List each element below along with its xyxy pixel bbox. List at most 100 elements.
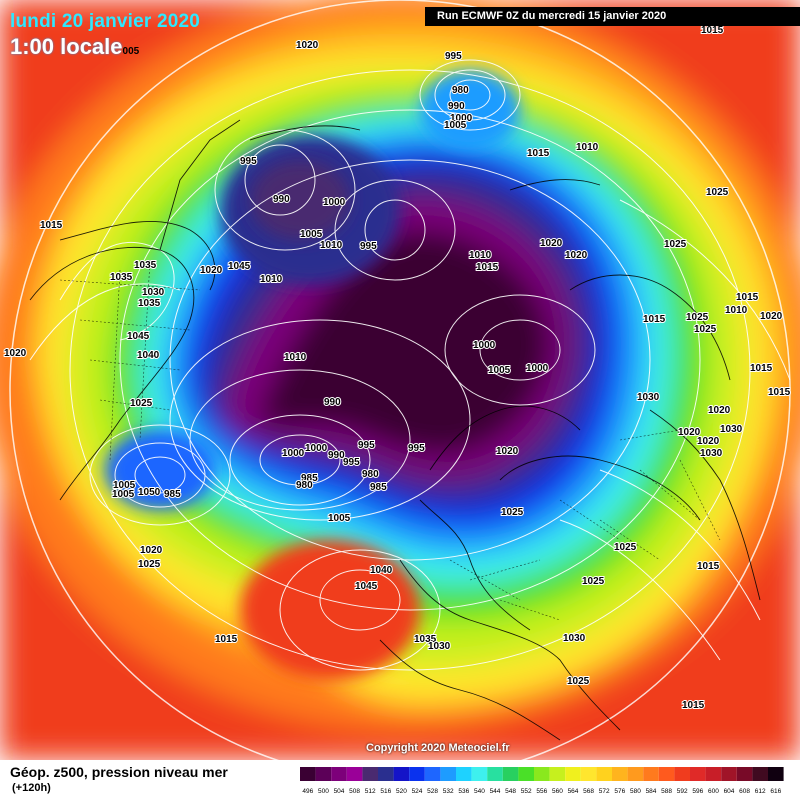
legend-swatch — [346, 767, 363, 781]
legend-swatch — [690, 767, 706, 781]
legend-tick-label: 616 — [770, 788, 781, 795]
pressure-label: 1025 — [614, 542, 637, 553]
pressure-label: 1030 — [142, 287, 165, 298]
pressure-label: 1030 — [720, 424, 743, 435]
pressure-label: 980 — [452, 85, 469, 96]
pressure-label: 1005 — [300, 229, 323, 240]
borders — [59, 259, 721, 621]
legend-tick-label: 572 — [599, 788, 610, 795]
pressure-label: 1005 — [328, 513, 351, 524]
pressure-label: 985 — [164, 489, 181, 500]
pressure-label: 1000 — [526, 363, 549, 374]
legend-swatch — [768, 767, 784, 781]
pressure-label: 1010 — [260, 274, 283, 285]
legend-tick-label: 560 — [552, 788, 563, 795]
map-footer: Géop. z500, pression niveau mer (+120h) … — [0, 760, 800, 800]
legend-swatch — [331, 767, 347, 781]
legend-swatch — [378, 767, 394, 781]
pressure-label: 1010 — [320, 240, 343, 251]
legend-swatch — [627, 767, 644, 781]
pressure-label: 1040 — [370, 565, 393, 576]
weather-map: 995 1020 980 990 1000 1005 1010 1015 995… — [0, 0, 800, 760]
legend-swatch — [596, 767, 612, 781]
pressure-label: 1020 — [296, 40, 319, 51]
pressure-label: 1030 — [563, 633, 586, 644]
legend-swatch — [612, 767, 628, 781]
legend-swatch — [456, 767, 472, 781]
pressure-label: 1015 — [527, 148, 550, 159]
legend-tick-label: 496 — [302, 788, 313, 795]
pressure-label: 1025 — [501, 507, 524, 518]
legend-tick-label: 504 — [334, 788, 345, 795]
legend-swatch — [502, 767, 519, 781]
legend-swatch — [565, 767, 581, 781]
pressure-label: 985 — [301, 473, 318, 484]
legend-swatch — [705, 767, 722, 781]
pressure-label: 1045 — [228, 261, 251, 272]
legend-tick-label: 508 — [349, 788, 360, 795]
legend-tick-label: 612 — [755, 788, 766, 795]
pressure-label: 1015 — [768, 387, 791, 398]
legend-tick-label: 536 — [458, 788, 469, 795]
pressure-label: 1035 — [138, 298, 161, 309]
pressure-label: 1010 — [284, 352, 307, 363]
pressure-label: 1005 — [113, 480, 136, 491]
legend-swatch — [534, 767, 550, 781]
pressure-label: 990 — [328, 450, 345, 461]
pressure-label: 1005 — [444, 120, 467, 131]
legend-swatch — [362, 767, 378, 781]
pressure-label: 1030 — [637, 392, 660, 403]
pressure-label: 1000 — [305, 443, 328, 454]
pressure-label: 1010 — [576, 142, 599, 153]
legend-tick-label: 540 — [474, 788, 485, 795]
pressure-label: 1005 — [112, 489, 135, 500]
pressure-label: 990 — [448, 101, 465, 112]
legend-tick-label: 588 — [661, 788, 672, 795]
legend-tick-label: 568 — [583, 788, 594, 795]
pressure-label: 1020 — [565, 250, 588, 261]
pressure-label: 1000 — [473, 340, 496, 351]
pressure-label: 1045 — [355, 581, 378, 592]
pressure-label: 1035 — [134, 260, 157, 271]
coastlines — [29, 119, 761, 741]
legend-tick-label: 584 — [646, 788, 657, 795]
pressure-label: 1000 — [282, 448, 305, 459]
legend-swatch — [315, 767, 332, 781]
pressure-label: 1015 — [215, 634, 238, 645]
legend-swatch — [471, 767, 488, 781]
pressure-label: 1050 — [138, 487, 161, 498]
pressure-label: 1000 — [450, 113, 473, 124]
pressure-label: 1015 — [40, 220, 63, 231]
pressure-label: 1025 — [130, 398, 153, 409]
pressure-label: 1025 — [567, 676, 590, 687]
legend-tick-label: 556 — [536, 788, 547, 795]
pressure-label: 1020 — [496, 446, 519, 457]
pressure-label: 1000 — [323, 197, 346, 208]
legend-swatch — [752, 767, 768, 781]
legend-swatch — [643, 767, 659, 781]
pressure-label: 1015 — [697, 561, 720, 572]
pressure-label: 1020 — [678, 427, 701, 438]
legend-tick-label: 604 — [724, 788, 735, 795]
legend-tick-label: 520 — [396, 788, 407, 795]
map-title: Géop. z500, pression niveau mer — [10, 764, 228, 780]
legend-tick-label: 576 — [614, 788, 625, 795]
legend-tick-label: 528 — [427, 788, 438, 795]
pressure-label: 1040 — [137, 350, 160, 361]
forecast-time: 1:00 locale005 — [10, 34, 139, 60]
pressure-label: 995 — [343, 457, 360, 468]
legend-swatch — [300, 767, 316, 781]
legend-tick-label: 592 — [677, 788, 688, 795]
legend-swatch — [549, 767, 566, 781]
pressure-label: 1035 — [110, 272, 133, 283]
pressure-label: 1025 — [686, 312, 709, 323]
pressure-label: 1025 — [694, 324, 717, 335]
model-run-label: Run ECMWF 0Z du mercredi 15 janvier 2020 — [425, 7, 800, 26]
colour-legend: 496 500 504 508 512 516 520 524 528 532 536 540 544 5… — [300, 767, 784, 795]
pressure-label: 1020 — [4, 348, 27, 359]
legend-swatch — [736, 767, 753, 781]
pressure-label: 1015 — [736, 292, 759, 303]
pressure-label: 1020 — [540, 238, 563, 249]
legend-swatch — [518, 767, 534, 781]
